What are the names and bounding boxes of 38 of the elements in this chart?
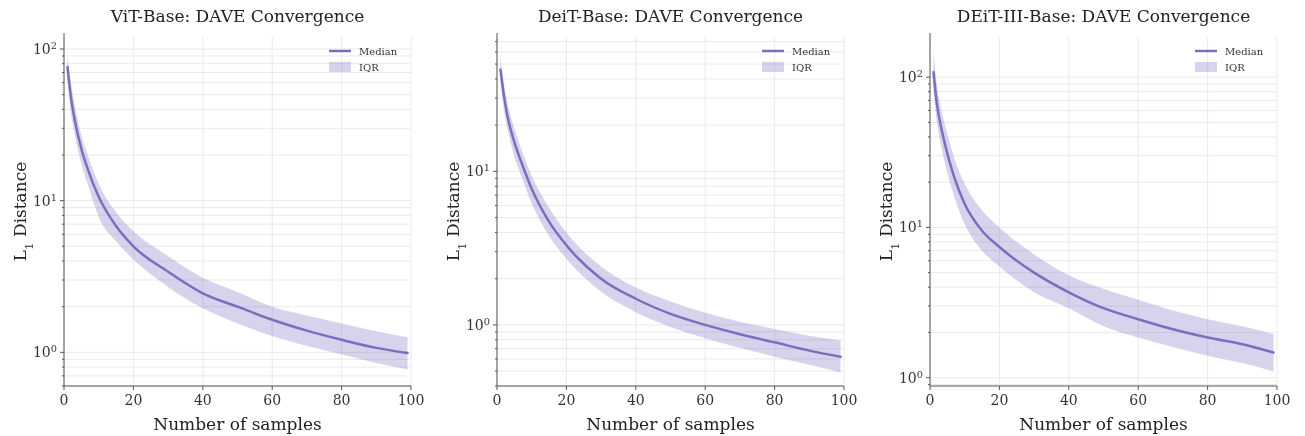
- x-tick-label: 20: [557, 392, 576, 408]
- x-tick-label: 100: [397, 392, 425, 408]
- y-tick-label: 10$^{0}$: [898, 368, 923, 386]
- x-tick-label: 80: [1198, 392, 1217, 408]
- annotation: IQR: [792, 62, 813, 73]
- y-tick-label: 10$^{1}$: [898, 217, 923, 236]
- legend-label: Median: [1225, 46, 1264, 57]
- annotation: IQR: [359, 62, 380, 73]
- x-tick-label: 20: [990, 392, 1009, 408]
- x-axis-title: Number of samples: [153, 414, 322, 434]
- x-tick-label: 60: [1129, 392, 1148, 408]
- x-tick-label: 100: [830, 392, 858, 408]
- chart-title: DeiT-Base: DAVE Convergence: [537, 6, 804, 26]
- legend-label: Median: [359, 46, 398, 57]
- x-tick-label: 0: [925, 392, 935, 408]
- legend-label: Median: [792, 46, 831, 57]
- x-tick-label: 40: [193, 392, 212, 408]
- y-tick-label: 10$^{2}$: [898, 67, 923, 86]
- chart-title: DEiT-III-Base: DAVE Convergence: [956, 6, 1251, 26]
- x-axis-title: Number of samples: [586, 414, 755, 434]
- x-tick-label: 60: [696, 392, 715, 408]
- y-tick-label: 10$^{1}$: [465, 161, 490, 180]
- x-tick-label: 0: [492, 392, 502, 408]
- y-tick-label: 10$^{1}$: [32, 191, 57, 209]
- x-axis-title: Number of samples: [1019, 414, 1188, 434]
- y-tick-label: 10$^{0}$: [32, 342, 57, 361]
- x-tick-label: 60: [263, 392, 282, 408]
- x-tick-label: 40: [1059, 392, 1078, 408]
- x-tick-label: 40: [626, 392, 645, 408]
- y-tick-label: 10$^{0}$: [465, 315, 490, 333]
- chart-title: ViT-Base: DAVE Convergence: [109, 6, 365, 26]
- x-tick-label: 0: [59, 392, 69, 408]
- y-tick-label: 10$^{2}$: [32, 39, 57, 58]
- annotation: IQR: [1225, 62, 1246, 73]
- x-tick-label: 80: [765, 392, 784, 408]
- x-tick-label: 80: [332, 392, 351, 408]
- x-tick-label: 20: [124, 392, 143, 408]
- x-tick-label: 100: [1263, 392, 1291, 408]
